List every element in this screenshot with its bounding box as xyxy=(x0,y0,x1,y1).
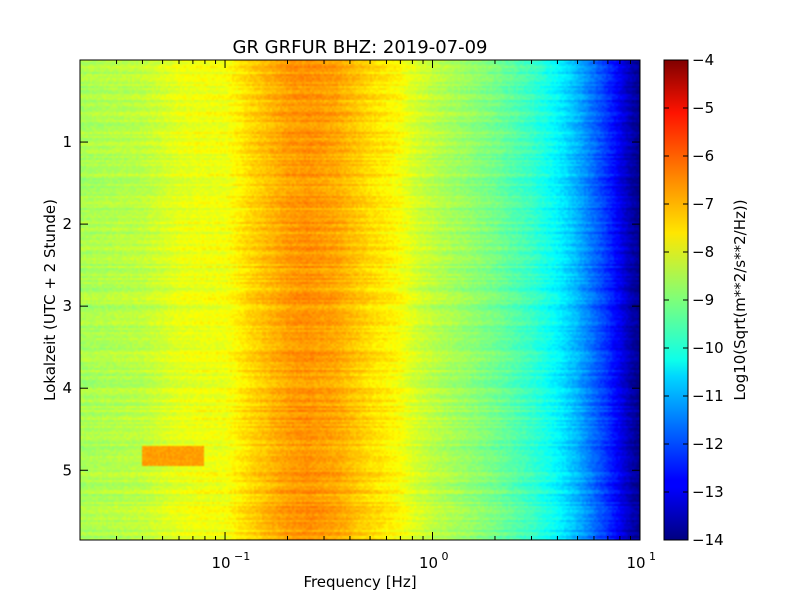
x-tick-label: 10 xyxy=(626,554,645,572)
colorbar-tick-label: −12 xyxy=(692,435,724,453)
y-tick-label: 3 xyxy=(62,297,72,315)
colorbar-tick-label: −10 xyxy=(692,339,724,357)
colorbar: −4 −5 −6 −7 −8 −9 −10 −11 −12 −13 −14 Log10(Sqrt(m… xyxy=(663,51,749,549)
x-axis: 10 −1 10 0 10 1 xyxy=(79,60,656,572)
x-tick-exponent: 1 xyxy=(649,550,656,563)
x-tick-exponent: 0 xyxy=(442,550,449,563)
colorbar-tick-label: −11 xyxy=(692,387,724,405)
colorbar-tick-label: −14 xyxy=(692,531,724,549)
heatmap-image xyxy=(80,60,640,540)
y-tick-label: 1 xyxy=(62,133,72,151)
colorbar-tick-label: −5 xyxy=(692,99,714,117)
colorbar-tick-label: −8 xyxy=(692,243,714,261)
heatmap xyxy=(80,60,640,540)
y-axis-label: Lokalzeit (UTC + 2 Stunde) xyxy=(41,199,59,401)
x-tick-label: 10 xyxy=(211,554,230,572)
colorbar-tick-label: −6 xyxy=(692,147,714,165)
chart-title: GR GRFUR BHZ: 2019-07-09 xyxy=(233,37,488,58)
x-tick-exponent: −1 xyxy=(234,550,250,563)
y-tick-label: 2 xyxy=(62,215,72,233)
colorbar-ticks: −4 −5 −6 −7 −8 −9 −10 −11 −12 −13 −14 xyxy=(664,51,724,549)
colorbar-tick-label: −4 xyxy=(692,51,714,69)
colorbar-label: Log10(Sqrt(m**2/s**2/Hz)) xyxy=(731,199,749,400)
x-tick-label: 10 xyxy=(419,554,438,572)
colorbar-tick-label: −7 xyxy=(692,195,714,213)
y-tick-label: 5 xyxy=(62,461,72,479)
plot-frame xyxy=(79,59,641,541)
y-axis: 1 2 3 4 5 xyxy=(62,133,640,479)
colorbar-tick-label: −13 xyxy=(692,483,724,501)
colorbar-tick-label: −9 xyxy=(692,291,714,309)
x-axis-label: Frequency [Hz] xyxy=(303,573,416,591)
y-tick-label: 4 xyxy=(62,379,72,397)
